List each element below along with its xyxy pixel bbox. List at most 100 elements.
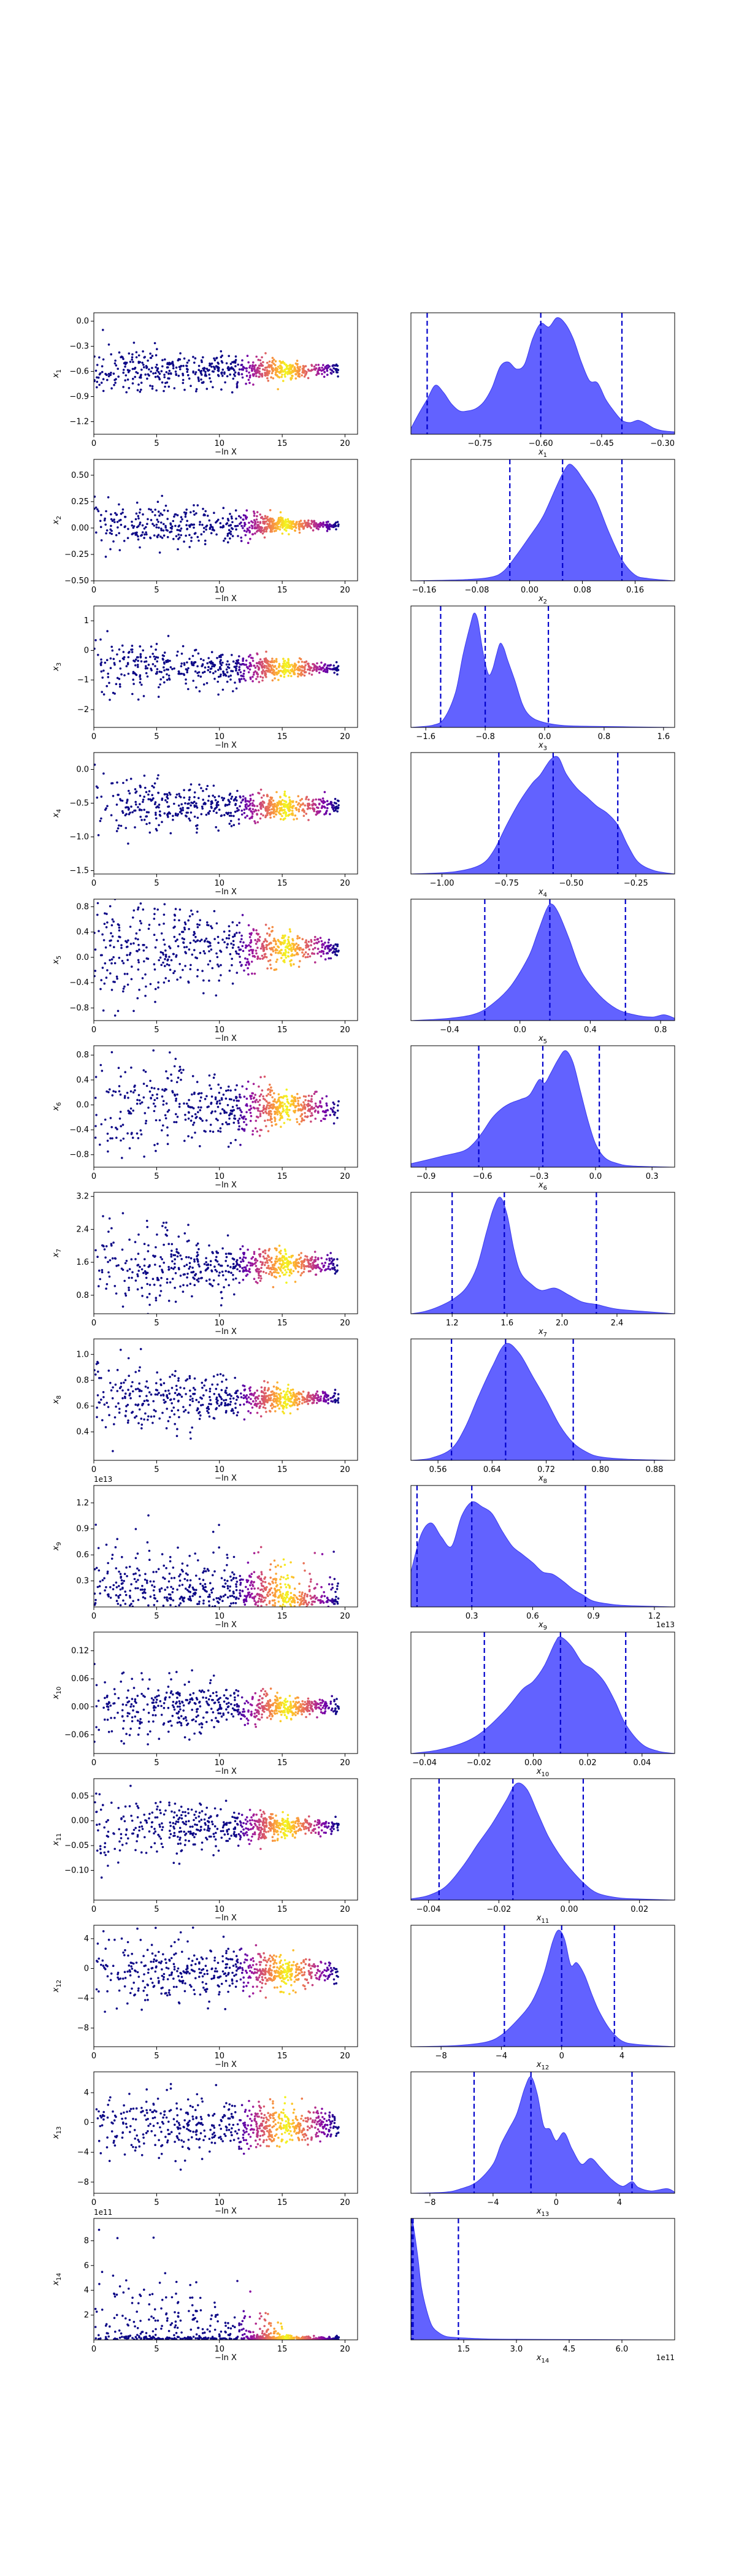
- trace-point: [305, 939, 308, 941]
- trace-point: [175, 654, 178, 657]
- trace-point: [282, 809, 284, 811]
- trace-point: [232, 1274, 234, 1276]
- trace-point: [270, 530, 274, 533]
- trace-point: [297, 367, 300, 370]
- trace-point: [184, 1113, 186, 1116]
- trace-point: [218, 1271, 221, 1274]
- trace-point: [158, 1294, 161, 1297]
- trace-point: [128, 1316, 130, 1319]
- trace-point: [250, 665, 253, 667]
- trace-point: [239, 1109, 242, 1111]
- trace-point: [297, 375, 300, 378]
- trace-point: [236, 1107, 239, 1110]
- trace-point: [213, 357, 215, 360]
- trace-point: [229, 531, 232, 533]
- trace-point: [281, 1271, 284, 1274]
- trace-point: [269, 933, 271, 936]
- trace-point: [177, 650, 179, 653]
- trace-point: [221, 796, 223, 799]
- trace-point: [256, 1259, 259, 1262]
- trace-point: [110, 645, 113, 648]
- trace-frame: [93, 752, 358, 875]
- trace-point: [274, 1410, 277, 1413]
- trace-point: [215, 826, 218, 829]
- trace-point: [169, 968, 172, 971]
- trace-point: [140, 1268, 144, 1271]
- trace-point: [261, 356, 263, 359]
- trace-point: [146, 667, 148, 670]
- trace-point: [328, 523, 331, 526]
- trace-point: [234, 1089, 237, 1091]
- trace-point: [247, 1396, 250, 1398]
- trace-point: [316, 1106, 320, 1109]
- trace-point: [220, 814, 223, 817]
- trace-point: [323, 791, 326, 794]
- trace-point: [306, 526, 309, 529]
- trace-point: [270, 1407, 274, 1409]
- trace-point: [139, 885, 142, 887]
- trace-point: [185, 1263, 188, 1266]
- trace-point: [245, 1111, 248, 1114]
- trace-point: [208, 374, 211, 376]
- trace-point: [306, 1259, 309, 1262]
- trace-point: [318, 526, 321, 528]
- kde-xtick-label: −0.50: [559, 879, 583, 888]
- trace-point: [270, 1261, 273, 1263]
- trace-point: [302, 367, 305, 369]
- trace-point: [165, 371, 168, 374]
- trace-point: [201, 1276, 203, 1279]
- trace-frame: [93, 605, 358, 728]
- trace-point: [128, 1238, 131, 1241]
- trace-point: [171, 527, 173, 530]
- trace-point: [116, 521, 119, 523]
- trace-point: [157, 696, 160, 698]
- trace-point: [94, 507, 96, 510]
- trace-point: [297, 661, 300, 663]
- trace-xlabel: −ln X: [215, 741, 237, 750]
- trace-point: [120, 1075, 122, 1078]
- trace-point: [153, 933, 156, 936]
- trace-ytick-label: −0.5: [69, 799, 89, 808]
- trace-point: [244, 1266, 247, 1269]
- trace-point: [262, 1095, 264, 1098]
- trace-point: [330, 1257, 333, 1260]
- trace-point: [229, 1113, 232, 1116]
- trace-point: [117, 367, 119, 370]
- trace-point: [129, 811, 131, 814]
- trace-point: [243, 1129, 246, 1132]
- trace-point: [267, 1107, 270, 1110]
- trace-point: [118, 929, 121, 932]
- trace-point: [115, 364, 118, 367]
- trace-point: [94, 369, 98, 372]
- trace-point: [301, 374, 304, 377]
- trace-point: [213, 808, 217, 810]
- trace-point: [144, 786, 147, 789]
- trace-point: [201, 665, 204, 667]
- trace-xtick-label: 5: [154, 586, 159, 595]
- trace-point: [318, 798, 320, 801]
- trace-point: [175, 796, 177, 799]
- trace-point: [231, 921, 234, 924]
- trace-point: [145, 672, 148, 675]
- trace-point: [161, 821, 163, 823]
- trace-point: [193, 1278, 196, 1280]
- trace-point: [290, 1255, 293, 1257]
- trace-point: [252, 673, 255, 676]
- trace-point: [294, 529, 297, 532]
- trace-point: [326, 374, 329, 376]
- trace-point: [277, 938, 280, 941]
- trace-point: [255, 355, 258, 358]
- trace-point: [180, 1395, 183, 1398]
- trace-point: [301, 666, 304, 669]
- trace-point: [216, 657, 218, 659]
- trace-ylabel: x3: [52, 662, 63, 672]
- trace-point: [132, 683, 135, 685]
- trace-point: [248, 366, 251, 369]
- trace-point: [167, 979, 171, 983]
- trace-point: [205, 1095, 208, 1097]
- trace-point: [238, 1117, 241, 1120]
- trace-point: [291, 364, 294, 367]
- trace-point: [276, 1111, 278, 1114]
- trace-point: [231, 946, 234, 949]
- trace-point: [300, 665, 302, 668]
